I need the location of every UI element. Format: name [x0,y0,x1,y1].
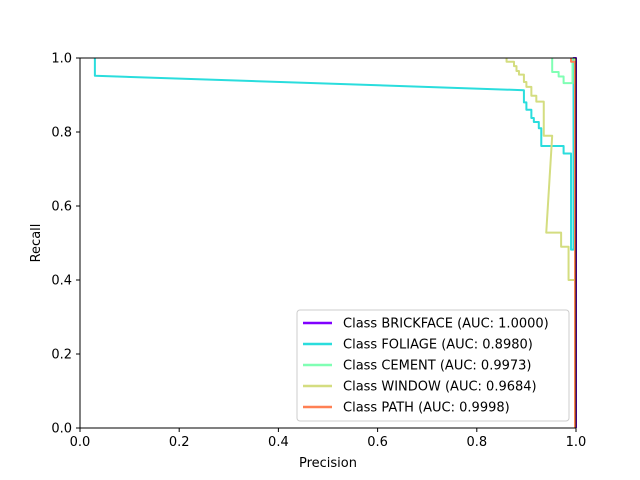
legend-box [296,309,570,422]
x-axis: 0.0 0.2 0.4 0.6 0.8 1.0 [70,428,587,450]
x-tick-label: 0.8 [466,435,487,450]
y-axis-label: Recall [29,224,44,263]
legend-label: Class BRICKFACE (AUC: 1.0000) [343,317,549,332]
x-axis-label: Precision [299,456,357,471]
series-line-foliage [93,58,575,251]
x-tick-label: 0.0 [70,435,91,450]
plot-frame [79,57,577,429]
legend-label: Class FOLIAGE (AUC: 0.8980) [343,338,533,353]
legend-label: Class PATH (AUC: 0.9998) [343,401,510,416]
legend: Class BRICKFACE (AUC: 1.0000) Class FOLIA… [296,309,570,422]
series-line-cement [551,58,574,85]
x-tick-label: 0.2 [169,435,190,450]
y-axis: 0.0 0.2 0.4 0.6 0.8 1.0 [51,52,80,437]
x-tick-label: 0.4 [268,435,289,450]
y-tick-label: 0.8 [51,126,72,141]
y-tick-label: 0.0 [51,422,72,437]
x-tick-label: 1.0 [566,435,587,450]
series-line-path [570,58,577,428]
legend-label: Class WINDOW (AUC: 0.9684) [343,380,537,395]
y-tick-label: 0.6 [51,200,72,215]
x-tick-label: 0.6 [367,435,388,450]
y-tick-label: 0.2 [51,348,72,363]
y-tick-label: 0.4 [51,274,72,289]
y-tick-label: 1.0 [51,52,72,67]
series-line-window [505,58,577,281]
legend-label: Class CEMENT (AUC: 0.9973) [343,359,531,374]
